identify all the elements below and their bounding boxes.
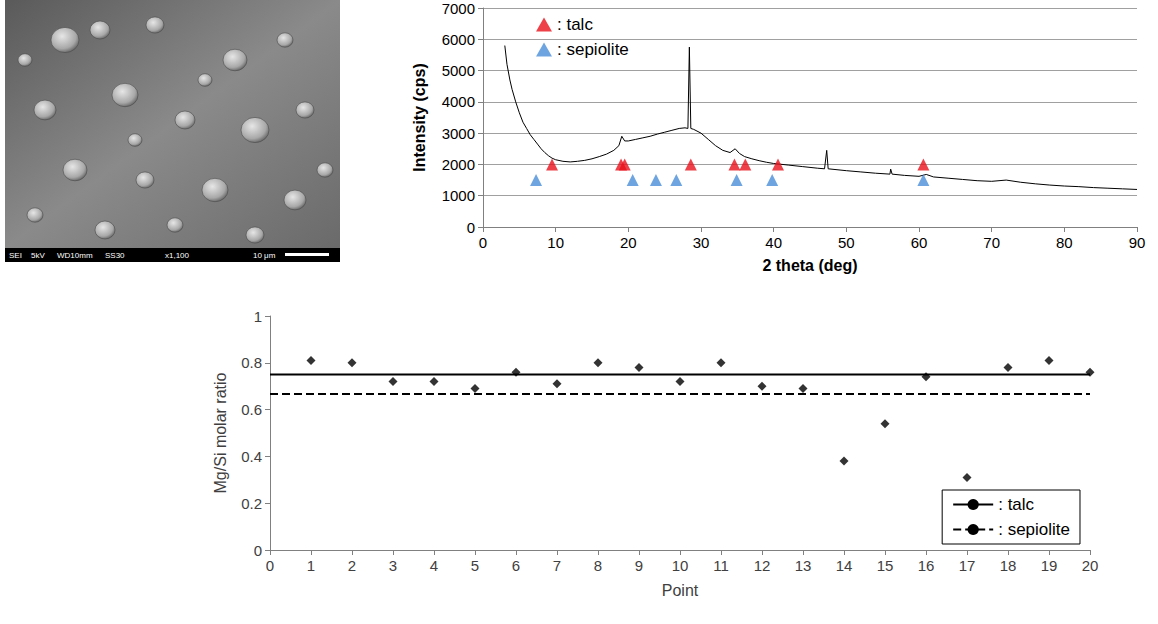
svg-text:3: 3 <box>389 557 397 574</box>
svg-text:11: 11 <box>713 557 729 574</box>
svg-text:2 theta (deg): 2 theta (deg) <box>762 257 857 274</box>
svg-text:40: 40 <box>765 234 782 251</box>
svg-text:50: 50 <box>838 234 855 251</box>
svg-text:1: 1 <box>307 557 315 574</box>
svg-text:Mg/Si molar ratio: Mg/Si molar ratio <box>212 372 229 493</box>
svg-text:0: 0 <box>254 542 262 559</box>
svg-text:0: 0 <box>479 234 487 251</box>
svg-text:0.2: 0.2 <box>241 495 262 512</box>
svg-text:1: 1 <box>254 308 262 325</box>
svg-text:Intensity (cps): Intensity (cps) <box>411 63 428 171</box>
svg-text:5: 5 <box>471 557 479 574</box>
svg-text:70: 70 <box>983 234 1000 251</box>
svg-text:4000: 4000 <box>442 93 475 110</box>
svg-text:0.8: 0.8 <box>241 354 262 371</box>
svg-text:2000: 2000 <box>442 156 475 173</box>
svg-text:0: 0 <box>266 557 274 574</box>
svg-text:SS30: SS30 <box>105 251 125 260</box>
svg-text:60: 60 <box>911 234 928 251</box>
svg-text:SEI: SEI <box>9 251 22 260</box>
svg-text:19: 19 <box>1041 557 1058 574</box>
svg-text:12: 12 <box>754 557 771 574</box>
svg-text:1000: 1000 <box>442 187 475 204</box>
svg-text:6000: 6000 <box>442 31 475 48</box>
svg-text:9: 9 <box>635 557 643 574</box>
svg-text:WD10mm: WD10mm <box>57 251 93 260</box>
svg-text:8: 8 <box>594 557 602 574</box>
svg-text:: sepiolite: : sepiolite <box>998 520 1070 539</box>
svg-text:5kV: 5kV <box>31 251 45 260</box>
svg-text:: talc: : talc <box>998 495 1034 514</box>
svg-text:15: 15 <box>877 557 894 574</box>
svg-text:10: 10 <box>547 234 564 251</box>
svg-text:10 μm: 10 μm <box>253 251 276 260</box>
svg-text:7000: 7000 <box>442 0 475 17</box>
svg-text:3000: 3000 <box>442 125 475 142</box>
svg-text:90: 90 <box>1129 234 1146 251</box>
svg-text:5000: 5000 <box>442 62 475 79</box>
svg-text:7: 7 <box>553 557 561 574</box>
svg-text:17: 17 <box>959 557 976 574</box>
svg-text:10: 10 <box>672 557 689 574</box>
svg-text:14: 14 <box>836 557 853 574</box>
svg-text:2: 2 <box>348 557 356 574</box>
svg-text:4: 4 <box>430 557 438 574</box>
svg-text:: sepiolite: : sepiolite <box>557 40 629 59</box>
svg-text:6: 6 <box>512 557 520 574</box>
svg-text:x1,100: x1,100 <box>165 251 190 260</box>
svg-text:0.6: 0.6 <box>241 401 262 418</box>
svg-text:Point: Point <box>662 582 699 599</box>
svg-text:20: 20 <box>1082 557 1099 574</box>
svg-text:: talc: : talc <box>557 15 593 34</box>
svg-text:0: 0 <box>467 219 475 236</box>
svg-text:18: 18 <box>1000 557 1017 574</box>
svg-text:20: 20 <box>620 234 637 251</box>
svg-text:30: 30 <box>693 234 710 251</box>
svg-text:0.4: 0.4 <box>241 448 262 465</box>
svg-text:16: 16 <box>918 557 935 574</box>
svg-text:80: 80 <box>1056 234 1073 251</box>
svg-text:13: 13 <box>795 557 812 574</box>
